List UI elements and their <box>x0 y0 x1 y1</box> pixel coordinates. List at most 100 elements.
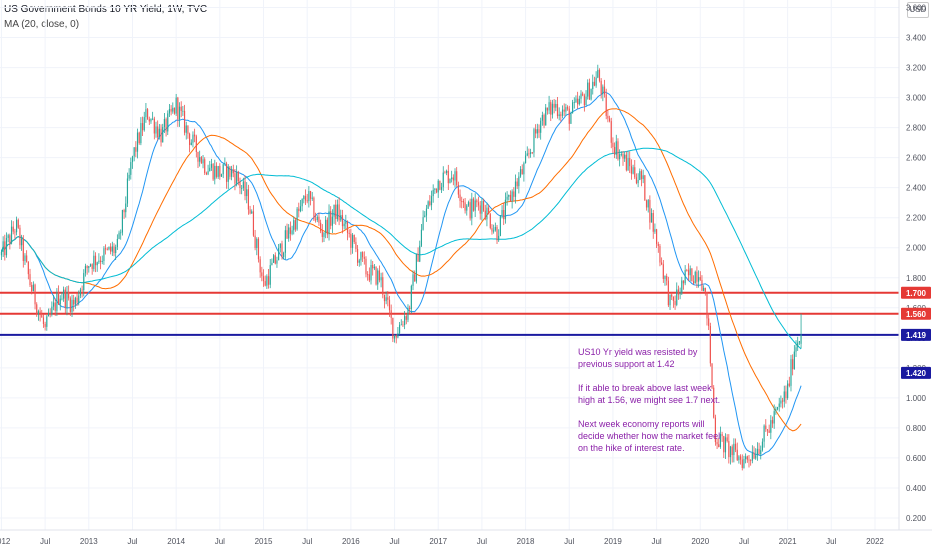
candle-body <box>437 180 439 193</box>
candle-body <box>498 235 500 241</box>
candle-body <box>679 293 681 295</box>
candle-body <box>634 167 636 178</box>
x-tick-label: Jul <box>477 537 487 546</box>
candle-body <box>555 103 557 108</box>
candle-body <box>236 171 238 184</box>
candle-body <box>192 134 194 143</box>
candle-body <box>395 334 397 338</box>
candle-body <box>68 291 70 299</box>
candle-body <box>195 136 197 152</box>
candle-body <box>7 235 9 238</box>
candle-body <box>639 171 641 180</box>
level-badge-label: 1.560 <box>906 310 927 319</box>
candle-body <box>388 299 391 311</box>
candle-body <box>197 151 199 162</box>
x-tick-label: Jul <box>564 537 574 546</box>
candle-body <box>210 164 213 168</box>
candle-body <box>0 251 3 256</box>
candle-body <box>476 200 478 203</box>
candle-body <box>355 241 357 249</box>
candle-body <box>491 228 493 232</box>
candle-body <box>105 248 107 250</box>
candle-body <box>145 109 147 118</box>
candle-body <box>252 211 255 236</box>
candle-body <box>242 181 244 189</box>
note-paragraph-1: US10 Yr yield was resisted by previous s… <box>578 347 698 369</box>
candle-body <box>647 199 649 208</box>
candle-body <box>661 262 663 265</box>
candle-body <box>259 259 261 273</box>
candle-body <box>656 229 658 244</box>
candle-body <box>108 246 110 250</box>
candle-body <box>430 196 433 206</box>
candle-body <box>482 201 485 211</box>
candle-body <box>71 299 73 312</box>
candle-body <box>56 292 58 311</box>
note-paragraph-2: If it able to break above last week high… <box>578 383 721 405</box>
candle-body <box>504 199 506 220</box>
candle-body <box>367 274 369 276</box>
candle-body <box>713 387 715 418</box>
ma-indicator-label[interactable]: MA (20, close, 0) <box>4 19 80 30</box>
candle-body <box>173 107 176 114</box>
candle-body <box>456 171 458 185</box>
candle-body <box>558 114 560 117</box>
candle-body <box>743 459 745 468</box>
candle-body <box>543 115 545 126</box>
candle-body <box>299 206 302 212</box>
candle-body <box>26 255 28 262</box>
candle-body <box>311 197 313 199</box>
candle-body <box>227 166 229 182</box>
candle-body <box>222 164 224 175</box>
candle-body <box>699 277 701 280</box>
candle-body <box>86 266 88 269</box>
candle-body <box>279 243 281 249</box>
candle-body <box>671 294 673 297</box>
candle-body <box>24 255 26 262</box>
y-tick-label: 3.000 <box>906 94 927 103</box>
candle-body <box>111 246 113 252</box>
candle-body <box>637 179 639 184</box>
x-tick-label: Jul <box>40 537 50 546</box>
candle-body <box>533 129 535 153</box>
candle-body <box>257 238 260 260</box>
currency-label[interactable]: USD <box>907 2 929 18</box>
candle-body <box>593 81 596 86</box>
candle-body <box>514 181 517 197</box>
candle-body <box>373 266 375 269</box>
candle-body <box>372 265 374 269</box>
candle-body <box>667 280 669 306</box>
candle-body <box>600 80 602 94</box>
candle-body <box>10 226 13 244</box>
x-tick-label: Jul <box>302 537 312 546</box>
candle-body <box>662 264 664 279</box>
candle-body <box>657 243 659 246</box>
candle-body <box>447 170 449 184</box>
candle-body <box>654 229 656 232</box>
candle-body <box>577 98 579 105</box>
candle-body <box>489 214 491 229</box>
candle-body <box>160 128 162 143</box>
moving-average-line <box>1 147 802 350</box>
candle-body <box>781 400 784 402</box>
candle-body <box>650 213 653 223</box>
candle-body <box>351 234 354 248</box>
candle-body <box>751 452 753 461</box>
candle-body <box>800 334 802 344</box>
candle-body <box>370 265 372 281</box>
candle-body <box>481 201 483 214</box>
candle-body <box>93 255 95 269</box>
candle-body <box>303 196 305 200</box>
level-badge <box>901 307 931 320</box>
candle-body <box>644 175 646 201</box>
candle-body <box>54 302 56 311</box>
candle-body <box>451 177 453 179</box>
candle-body <box>404 316 406 326</box>
candle-body <box>152 118 154 120</box>
candle-body <box>748 459 750 461</box>
candle-body <box>375 266 377 285</box>
y-tick-label: 2.000 <box>906 244 927 253</box>
candle-body <box>726 437 728 442</box>
candle-body <box>526 153 528 156</box>
